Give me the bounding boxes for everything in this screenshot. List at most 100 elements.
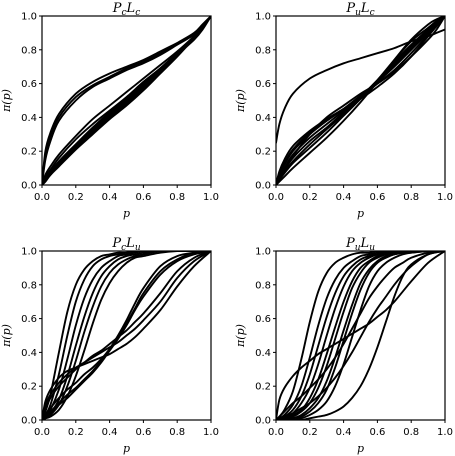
y-tick-label: 0.0 bbox=[255, 416, 271, 427]
series-line-8 bbox=[42, 251, 211, 420]
series-line-1 bbox=[276, 251, 445, 420]
series-line-10 bbox=[42, 16, 211, 185]
x-tick-label: 0.6 bbox=[369, 427, 385, 438]
y-tick-label: 1.0 bbox=[21, 247, 37, 258]
x-tick-label: 0.4 bbox=[336, 192, 352, 203]
title-subscript: c bbox=[135, 8, 140, 18]
x-tick-label: 0.0 bbox=[268, 192, 284, 203]
series-line-9 bbox=[42, 16, 211, 185]
y-tick-label: 0.6 bbox=[255, 314, 271, 325]
chart-panel-2: 0.0 0.2 0.4 0.6 0.8 1.0 0.0 0.2 0.4 0.6 0.8 1.0 p π(p… bbox=[234, 1, 453, 220]
chart-title: PuLc bbox=[345, 1, 374, 18]
plot-frame bbox=[41, 250, 212, 421]
y-tick-label: 0.4 bbox=[255, 113, 271, 124]
x-tick-label: 0.0 bbox=[268, 427, 284, 438]
title-symbol: L bbox=[360, 1, 370, 16]
y-tick-label: 0.8 bbox=[255, 45, 271, 56]
y-tick-label: 0.6 bbox=[21, 314, 37, 325]
series-line-1 bbox=[42, 251, 211, 420]
plot-frame bbox=[275, 15, 446, 186]
x-tick-label: 0.0 bbox=[34, 427, 50, 438]
y-tick-label: 0.8 bbox=[21, 280, 37, 291]
chart-panel-4: 0.0 0.2 0.4 0.6 0.8 1.0 0.0 0.2 0.4 0.6 0.8 1.0 p π(p… bbox=[234, 236, 453, 455]
y-tick-label: 0.6 bbox=[255, 79, 271, 90]
series-line-9 bbox=[276, 16, 445, 185]
series-line-12 bbox=[276, 251, 445, 420]
x-tick-label: 0.2 bbox=[68, 192, 84, 203]
x-tick-label: 1.0 bbox=[437, 192, 453, 203]
y-tick-label: 1.0 bbox=[21, 12, 37, 23]
series-line-3 bbox=[276, 251, 445, 420]
y-tick-label: 1.0 bbox=[255, 247, 271, 258]
title-subscript: u bbox=[355, 8, 361, 18]
title-symbol: P bbox=[345, 1, 355, 16]
series-group bbox=[42, 251, 211, 420]
x-tick-label: 0.8 bbox=[169, 427, 185, 438]
chart-panel-1: 0.0 0.2 0.4 0.6 0.8 1.0 0.0 0.2 0.4 0.6 0.8 1.0 p π(p… bbox=[0, 1, 219, 220]
x-axis-label: p bbox=[357, 207, 364, 220]
y-tick-label: 0.2 bbox=[21, 147, 37, 158]
series-line-13 bbox=[276, 251, 445, 420]
y-tick-label: 0.0 bbox=[255, 181, 271, 192]
y-axis-label: π(p) bbox=[234, 89, 247, 113]
x-tick-label: 0.8 bbox=[403, 427, 419, 438]
chart-title: PcLu bbox=[111, 236, 140, 253]
y-tick-label: 0.4 bbox=[255, 348, 271, 359]
x-tick-label: 0.4 bbox=[336, 427, 352, 438]
x-tick-label: 0.8 bbox=[403, 192, 419, 203]
x-tick-label: 0.6 bbox=[135, 427, 151, 438]
x-tick-label: 1.0 bbox=[203, 427, 219, 438]
x-tick-label: 0.0 bbox=[34, 192, 50, 203]
series-group bbox=[276, 251, 445, 420]
y-tick-label: 0.4 bbox=[21, 348, 37, 359]
chart-panel-3: 0.0 0.2 0.4 0.6 0.8 1.0 0.0 0.2 0.4 0.6 0.8 1.0 p π(p… bbox=[0, 236, 219, 455]
series-line-10 bbox=[276, 251, 445, 420]
x-axis-label: p bbox=[357, 442, 364, 455]
series-line-4 bbox=[276, 16, 445, 185]
y-tick-label: 1.0 bbox=[255, 12, 271, 23]
title-subscript: c bbox=[121, 243, 126, 253]
title-symbol: L bbox=[126, 1, 136, 16]
series-line-2 bbox=[42, 16, 211, 185]
series-line-8 bbox=[276, 16, 445, 185]
x-tick-label: 1.0 bbox=[437, 427, 453, 438]
y-tick-label: 0.2 bbox=[255, 147, 271, 158]
y-tick-label: 0.4 bbox=[21, 113, 37, 124]
title-subscript: u bbox=[369, 243, 375, 253]
chart-title: PcLc bbox=[112, 1, 140, 18]
series-line-4 bbox=[42, 251, 211, 420]
title-symbol: P bbox=[112, 1, 122, 16]
series-line-3 bbox=[42, 16, 211, 185]
series-line-10 bbox=[276, 16, 445, 185]
plot-frame bbox=[41, 15, 212, 186]
y-axis-label: π(p) bbox=[0, 89, 13, 113]
x-tick-label: 0.2 bbox=[302, 192, 318, 203]
y-tick-label: 0.8 bbox=[255, 280, 271, 291]
plot-frame bbox=[275, 250, 446, 421]
x-tick-label: 0.4 bbox=[102, 427, 118, 438]
title-symbol: L bbox=[125, 236, 135, 251]
title-subscript: u bbox=[355, 243, 361, 253]
series-line-9 bbox=[42, 251, 211, 420]
x-tick-label: 0.8 bbox=[169, 192, 185, 203]
title-symbol: L bbox=[360, 236, 370, 251]
x-tick-label: 0.6 bbox=[369, 192, 385, 203]
y-tick-label: 0.0 bbox=[21, 181, 37, 192]
series-line-3 bbox=[42, 251, 211, 420]
y-axis-label: π(p) bbox=[0, 324, 13, 348]
y-tick-label: 0.2 bbox=[21, 382, 37, 393]
y-tick-label: 0.0 bbox=[21, 416, 37, 427]
x-tick-label: 1.0 bbox=[203, 192, 219, 203]
x-axis-label: p bbox=[123, 442, 130, 455]
series-line-12 bbox=[42, 251, 211, 420]
series-line-6 bbox=[42, 16, 211, 185]
title-subscript: c bbox=[122, 8, 127, 18]
x-tick-label: 0.6 bbox=[135, 192, 151, 203]
y-tick-label: 0.6 bbox=[21, 79, 37, 90]
x-axis-label: p bbox=[123, 207, 130, 220]
series-group bbox=[276, 16, 445, 185]
series-line-6 bbox=[42, 251, 211, 420]
y-axis-label: π(p) bbox=[234, 324, 247, 348]
series-line-8 bbox=[276, 251, 445, 420]
